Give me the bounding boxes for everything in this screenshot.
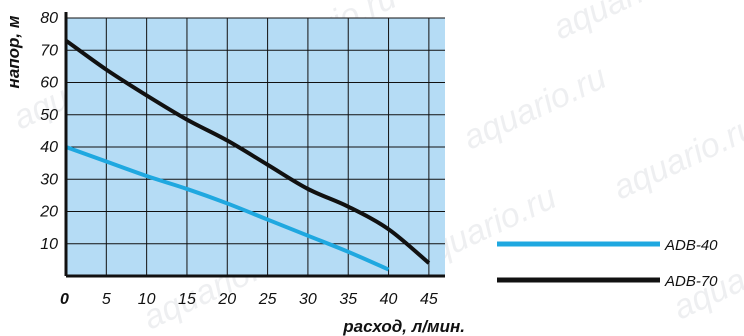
x-tick-label: 20 xyxy=(217,291,236,308)
x-tick-label: 5 xyxy=(102,291,111,308)
y-tick-label: 30 xyxy=(40,171,58,188)
legend-label-adb-70: ADB-70 xyxy=(664,273,718,290)
x-tick-label: 45 xyxy=(420,291,438,308)
x-tick-label: 30 xyxy=(299,291,317,308)
series-line-adb-40 xyxy=(65,145,390,272)
y-axis-title: напор, м xyxy=(4,15,23,88)
watermark-text: aquario.ru xyxy=(457,58,612,157)
y-tick-label: 10 xyxy=(40,236,58,253)
y-tick-label: 60 xyxy=(40,75,58,92)
x-axis-title: расход, л/мин. xyxy=(342,317,465,336)
y-tick-label: 20 xyxy=(39,204,58,221)
x-tick-label: 15 xyxy=(178,291,196,308)
axes xyxy=(64,12,445,278)
y-tick-label: 40 xyxy=(40,139,58,156)
series-lines xyxy=(64,38,431,272)
x-tick-label: 25 xyxy=(258,291,277,308)
x-tick-label: 35 xyxy=(339,291,357,308)
legend: ADB-40 ADB-70 xyxy=(497,237,718,290)
watermark-text: aquario.ru xyxy=(607,108,744,207)
x-tick-label: 40 xyxy=(380,291,398,308)
x-tick-label: 10 xyxy=(138,291,156,308)
x-tick-label: 0 xyxy=(60,291,69,308)
y-tick-label: 50 xyxy=(40,107,58,124)
x-tick-labels: 0 5 10 15 20 25 30 35 40 45 xyxy=(60,291,438,308)
y-tick-label: 80 xyxy=(40,10,58,27)
watermark-text: aquario.ru xyxy=(547,0,702,47)
y-tick-label: 70 xyxy=(40,42,58,59)
y-tick-labels: 10 20 30 40 50 60 70 80 xyxy=(39,10,58,253)
legend-label-adb-40: ADB-40 xyxy=(664,237,718,254)
series-line-adb-70 xyxy=(64,38,431,265)
